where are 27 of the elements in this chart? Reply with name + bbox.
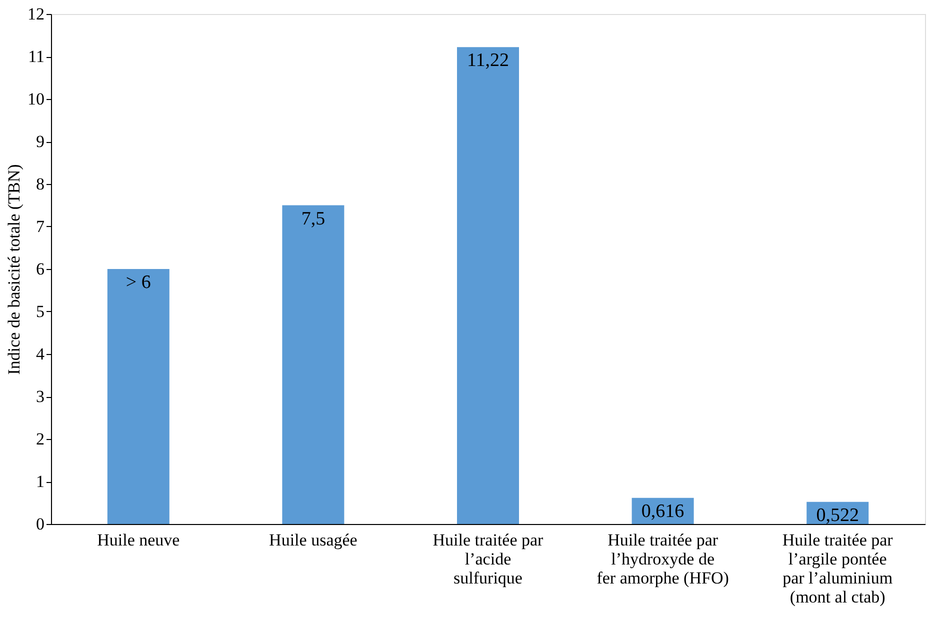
- x-tick-label: Huile usagée: [269, 530, 358, 550]
- y-tick-label: 6: [36, 260, 44, 278]
- y-tick-label: 4: [36, 344, 45, 364]
- y-tick-label: 5: [36, 302, 44, 321]
- data-label: 0,616: [641, 500, 684, 522]
- y-tick-label: 3: [36, 387, 44, 406]
- data-label: > 6: [126, 272, 151, 293]
- data-label: 11,22: [466, 50, 510, 72]
- x-tick-label: Huile traitée par l’acide sulfurique: [432, 530, 544, 588]
- y-tick-label: 9: [36, 132, 44, 151]
- bar: [457, 47, 519, 524]
- bar: [107, 269, 170, 524]
- y-tick-label: 2: [36, 430, 44, 448]
- y-axis-title: Indice de basicité totale (TBN): [4, 164, 24, 375]
- y-tick-label: 12: [28, 4, 44, 24]
- x-tick-label: Huile neuve: [97, 530, 180, 550]
- bar: [282, 205, 344, 524]
- data-label: 7,5: [301, 208, 326, 230]
- y-tick-label: 8: [36, 174, 44, 194]
- y-tick-label: 0: [36, 514, 44, 534]
- x-tick-label: Huile traitée par l’argile pontée par l’aluminium (mont al ctab): [782, 530, 894, 606]
- data-label: 0,522: [816, 504, 859, 526]
- y-tick-label: 1: [36, 472, 44, 491]
- x-tick-label: Huile traitée par l’hydroxyde de fer amorphe (HFO): [596, 530, 729, 588]
- y-tick-label: 7: [36, 217, 45, 236]
- y-tick-label: 10: [28, 90, 44, 108]
- y-tick-label: 11: [28, 47, 44, 66]
